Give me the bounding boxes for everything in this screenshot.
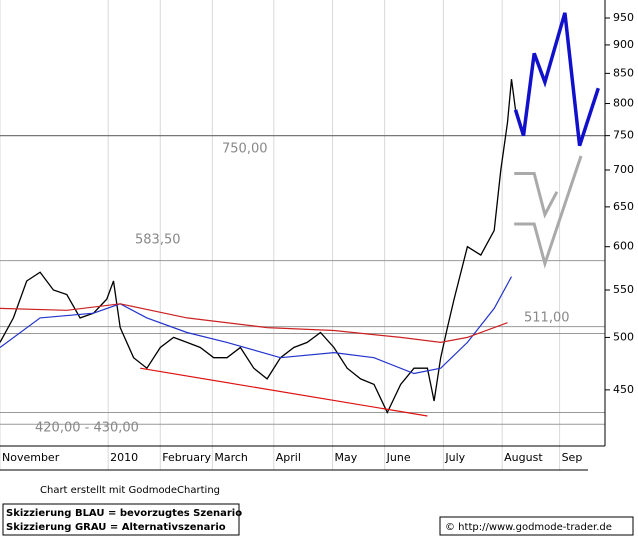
credit: Chart erstellt mit GodmodeCharting: [40, 485, 220, 496]
y-tick-label: 500: [613, 330, 634, 343]
y-tick-label: 650: [613, 200, 634, 213]
x-tick-label: June: [386, 451, 411, 464]
y-tick-label: 700: [613, 163, 634, 176]
y-tick-label: 950: [613, 11, 634, 24]
level-label: 511,00: [524, 311, 570, 326]
x-tick-label: February: [162, 451, 211, 464]
level-label: 750,00: [222, 142, 268, 157]
y-tick-label: 550: [613, 283, 634, 296]
legend-text: Skizzierung GRAU = Alternativszenario: [6, 522, 226, 533]
y-tick-label: 600: [613, 240, 634, 253]
legend-box: [2, 503, 240, 536]
series-line: [513, 12, 600, 147]
x-tick-label: April: [276, 451, 301, 464]
y-tick-label: 750: [613, 129, 634, 142]
x-tick-label: Sep: [562, 451, 583, 464]
plot: 750,00 583,50 511,00 420,00 - 430,00: [0, 0, 605, 470]
level-label: 420,00 - 430,00: [35, 421, 139, 436]
y-tick-label: 450: [613, 383, 634, 396]
x-tick-label: July: [444, 451, 465, 464]
x-tick-label: 2010: [110, 451, 138, 464]
legend-text: Skizzierung BLAU = bevorzugtes Szenario: [6, 508, 242, 519]
x-tick-label: May: [335, 451, 358, 464]
series-line: [0, 276, 513, 375]
level-label: 583,50: [135, 233, 181, 248]
url: © http://www.godmode-trader.de: [445, 522, 612, 533]
series-line: [514, 155, 583, 269]
y-tick-label: 850: [613, 66, 634, 79]
series-line: [140, 367, 428, 417]
y-tick-label: 800: [613, 97, 634, 110]
x-tick-label: March: [214, 451, 248, 464]
series-line: [0, 303, 508, 344]
x-tick-label: November: [2, 451, 60, 464]
x-tick-label: August: [504, 451, 543, 464]
y-tick-label: 900: [613, 38, 634, 51]
url-box: [439, 516, 634, 536]
